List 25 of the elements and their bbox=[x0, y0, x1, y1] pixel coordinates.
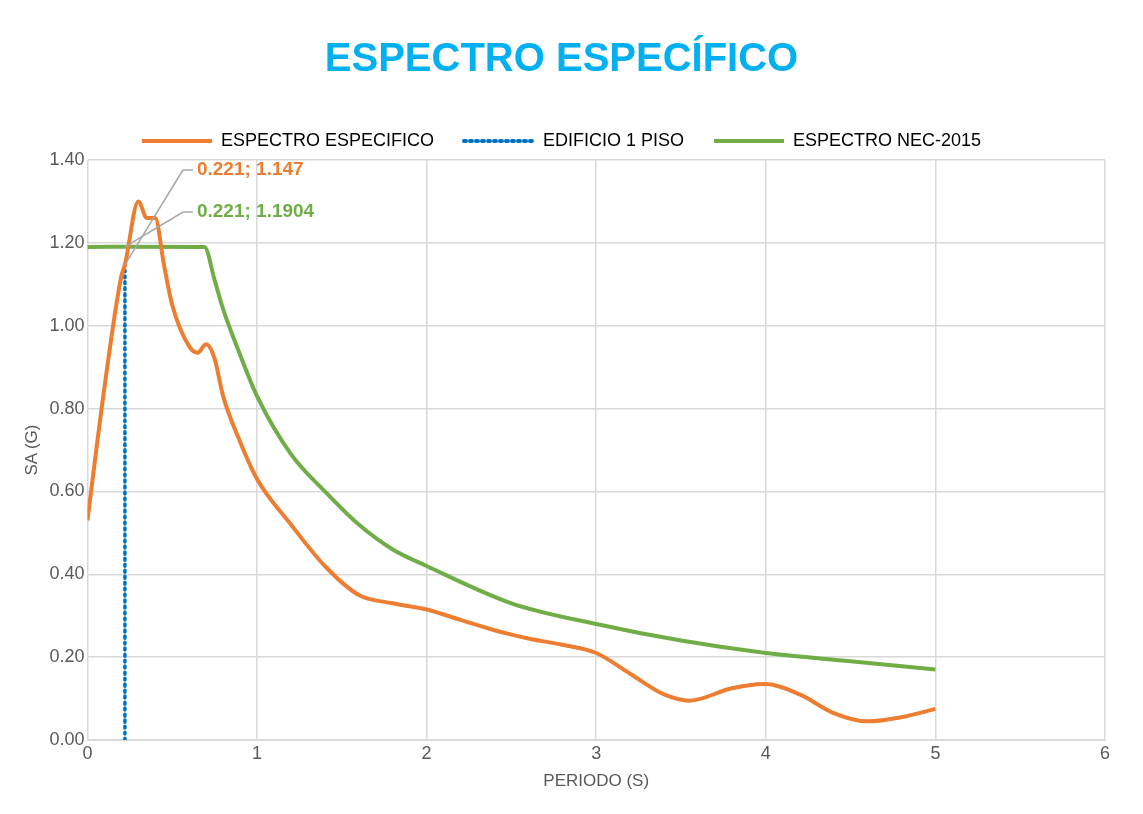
y-tick-label: 0.40 bbox=[49, 563, 85, 584]
x-tick-label: 0 bbox=[82, 742, 93, 763]
y-tick-label: 0.00 bbox=[49, 728, 85, 749]
annotation: 0.221; 1.1904 bbox=[196, 200, 315, 222]
x-tick-label: 1 bbox=[252, 742, 263, 763]
legend-label: ESPECTRO NEC-2015 bbox=[793, 129, 982, 150]
y-tick-label: 0.80 bbox=[49, 397, 85, 418]
annotation: 0.221; 1.147 bbox=[196, 158, 304, 180]
line-series bbox=[87, 244, 938, 672]
y-tick-label: 1.00 bbox=[49, 314, 85, 335]
x-tick-label: 4 bbox=[760, 742, 771, 763]
chart-title: ESPECTRO ESPECÍFICO bbox=[324, 35, 799, 80]
x-axis-title: PERIODO (S) bbox=[543, 771, 650, 791]
line-series bbox=[87, 199, 938, 724]
legend-label: ESPECTRO ESPECIFICO bbox=[220, 129, 434, 150]
x-tick-label: 3 bbox=[591, 742, 602, 763]
y-axis-title: SA (G) bbox=[21, 424, 41, 476]
x-tick-label: 5 bbox=[930, 742, 941, 763]
y-tick-label: 1.20 bbox=[49, 231, 85, 252]
x-tick-label: 2 bbox=[421, 742, 432, 763]
y-tick-label: 0.60 bbox=[49, 480, 85, 501]
y-tick-label: 1.40 bbox=[49, 148, 85, 169]
x-tick-label: 6 bbox=[1099, 742, 1111, 763]
y-tick-label: 0.20 bbox=[49, 646, 85, 667]
legend-label: EDIFICIO 1 PISO bbox=[542, 129, 685, 150]
